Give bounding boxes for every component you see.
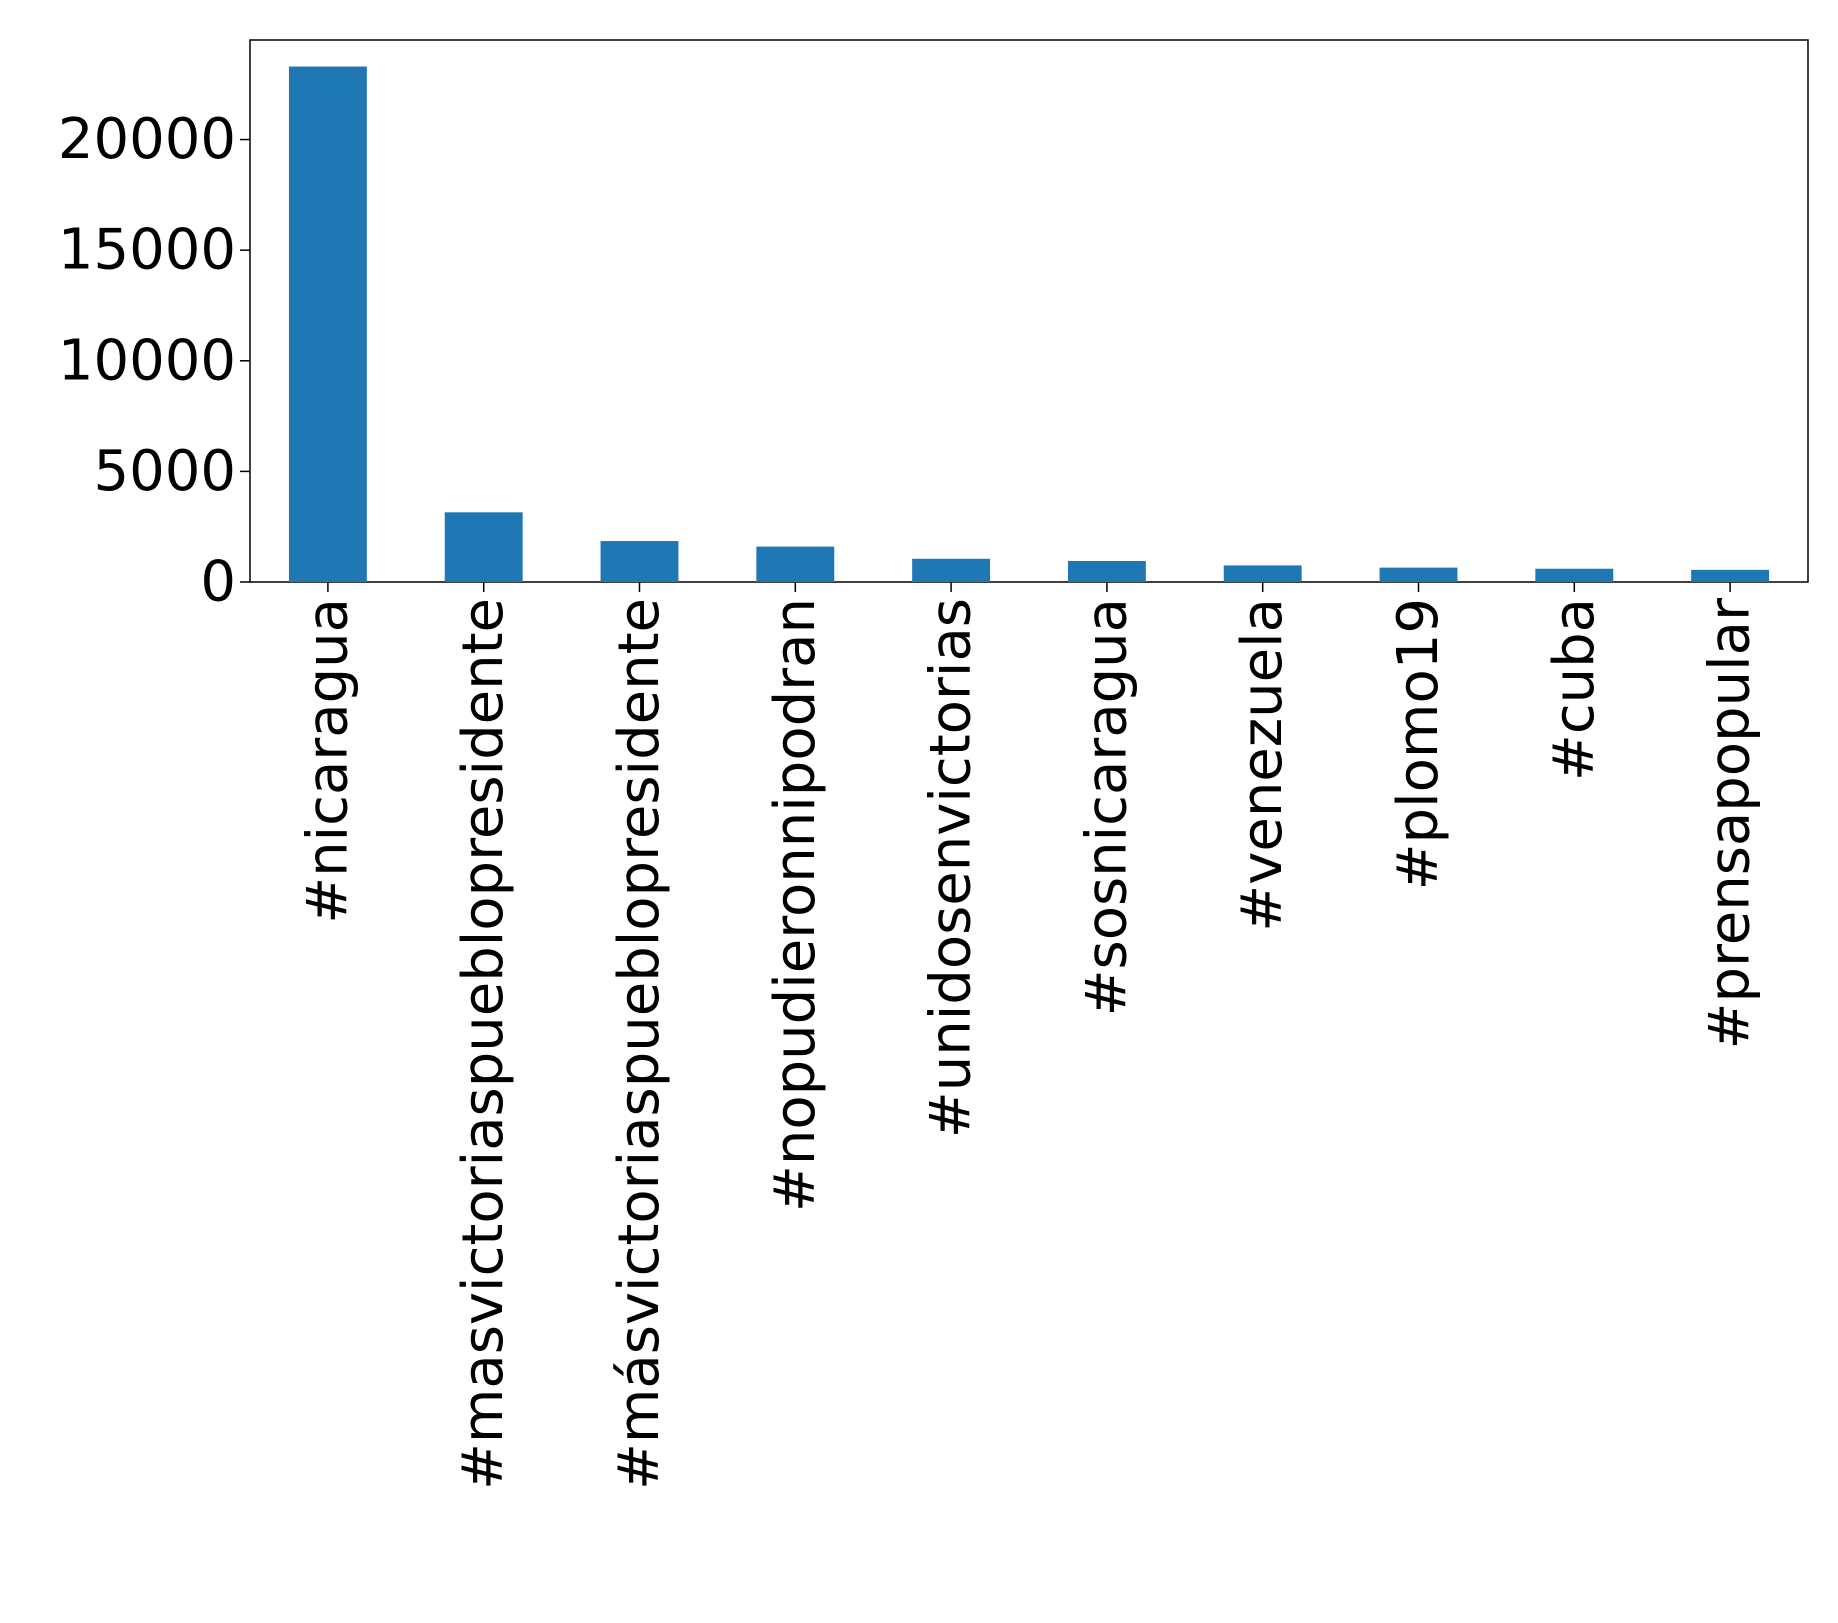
x-tick-label-6: #venezuela (1230, 598, 1295, 932)
bar-2 (600, 541, 679, 582)
y-tick-label-4: 20000 (58, 107, 236, 172)
x-tick-label-2: #másvictoriaspueblopresidente (607, 598, 672, 1490)
x-tick-label-8: #cuba (1542, 598, 1607, 781)
plot-frame (249, 39, 1809, 583)
bar-5 (1067, 560, 1146, 582)
bar-1 (444, 512, 523, 582)
y-tick-label-3: 15000 (58, 218, 236, 283)
bar-7 (1379, 567, 1458, 582)
x-tick-label-3: #nopudieronnipodran (763, 598, 828, 1212)
bars (288, 66, 1770, 582)
x-tick-label-0: #nicaragua (295, 598, 360, 924)
y-tick-label-0: 0 (200, 550, 236, 615)
bar-3 (756, 546, 835, 582)
y-axis: 0 5000 10000 15000 20000 (58, 107, 250, 615)
x-tick-label-5: #sosnicaragua (1074, 598, 1139, 1016)
plot-area (249, 39, 1809, 583)
x-tick-label-7: #plomo19 (1386, 598, 1451, 890)
bar-9 (1691, 569, 1770, 582)
x-tick-label-1: #masvictoriaspueblopresidente (451, 598, 516, 1490)
x-tick-label-9: #prensapopular (1698, 597, 1763, 1049)
y-tick-label-2: 10000 (58, 328, 236, 393)
bar-6 (1223, 565, 1302, 582)
bar-4 (912, 558, 991, 582)
y-tick-label-1: 5000 (93, 439, 236, 504)
bar-8 (1535, 568, 1614, 582)
x-tick-label-4: #unidosenvictorias (919, 598, 984, 1138)
bar-0 (288, 66, 367, 582)
x-axis: #nicaragua #masvictoriaspueblopresidente #… (295, 582, 1763, 1490)
